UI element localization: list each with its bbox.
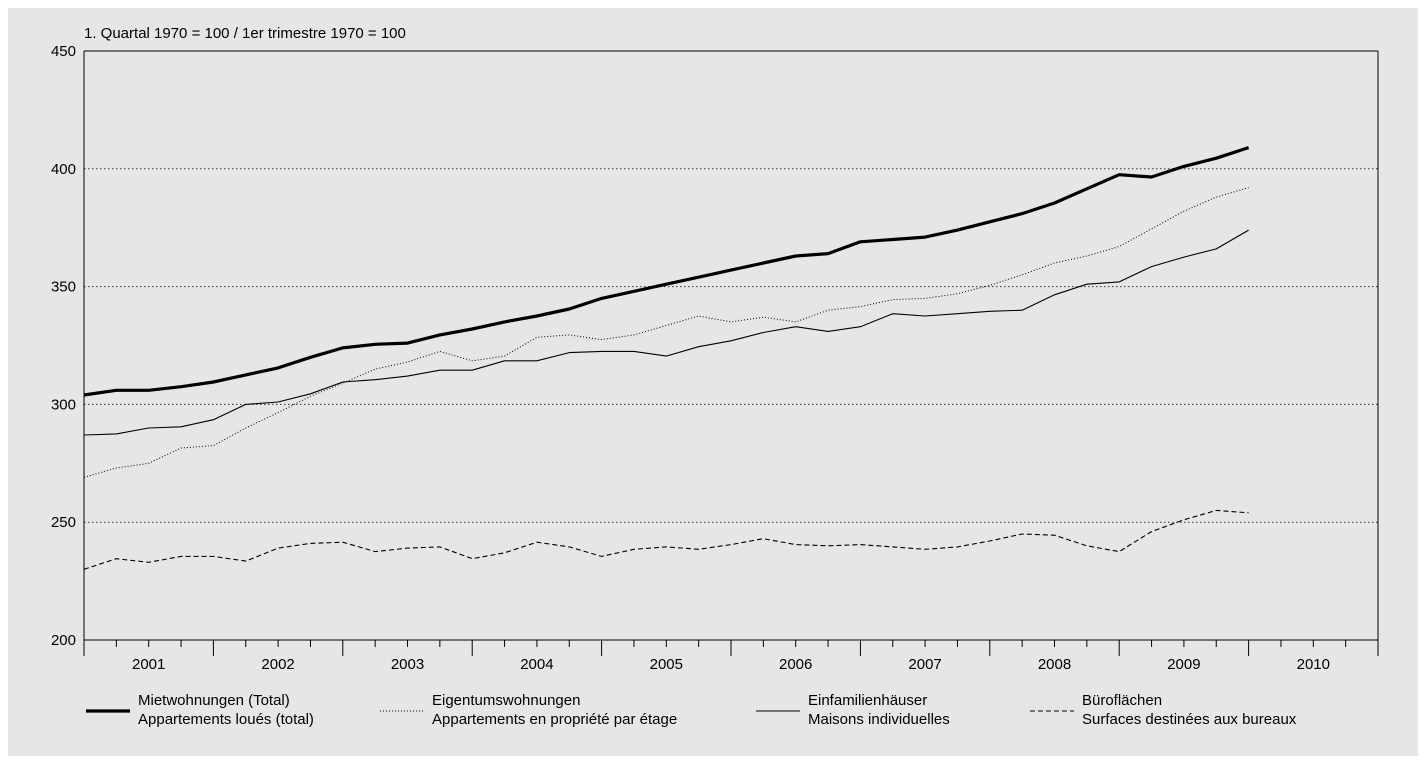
x-tick-label-2004: 2004 [520,656,553,673]
y-tick-label-450: 450 [51,43,76,60]
series-line-3 [83,509,1249,570]
legend: Mietwohnungen (Total) Appartements loués … [86,692,1297,728]
legend-label-fr-1: Appartements en propriété par étage [432,711,677,728]
line-chart: 1. Quartal 1970 = 100 / 1er trimestre 19… [51,25,1379,728]
legend-label-fr-2: Maisons individuelles [808,711,950,728]
series-lines [83,146,1250,570]
legend-label-fr-3: Surfaces destinées aux bureaux [1082,711,1297,728]
series-line-0 [83,146,1250,397]
x-tick-label-2008: 2008 [1038,656,1071,673]
chart-panel: 1. Quartal 1970 = 100 / 1er trimestre 19… [8,8,1418,756]
grid-lines [84,168,1378,523]
series-line-1 [83,187,1249,478]
x-tick-label-2007: 2007 [908,656,941,673]
x-tick-label-2005: 2005 [650,656,683,673]
y-tick-label-350: 350 [51,279,76,296]
x-tick-label-2010: 2010 [1297,656,1330,673]
y-tick-label-300: 300 [51,396,76,413]
legend-label-de-1: Eigentumswohnungen [432,692,580,709]
axes: 200 250 300 350 400 450 2001 2002 2003 2004 2005 20… [51,43,1379,673]
x-tick-label-2006: 2006 [779,656,812,673]
legend-label-de-0: Mietwohnungen (Total) [138,692,290,709]
x-tick-label-2003: 2003 [391,656,424,673]
y-tick-label-200: 200 [51,632,76,649]
y-tick-label-400: 400 [51,161,76,178]
series-line-2 [83,229,1249,436]
x-tick-label-2001: 2001 [132,656,165,673]
legend-label-fr-0: Appartements loués (total) [138,711,314,728]
y-tick-label-250: 250 [51,514,76,531]
legend-label-de-3: Büroflächen [1082,692,1162,709]
y-unit-label: 1. Quartal 1970 = 100 / 1er trimestre 19… [84,25,406,42]
legend-label-de-2: Einfamilienhäuser [808,692,927,709]
x-tick-label-2009: 2009 [1167,656,1200,673]
x-tick-label-2002: 2002 [261,656,294,673]
